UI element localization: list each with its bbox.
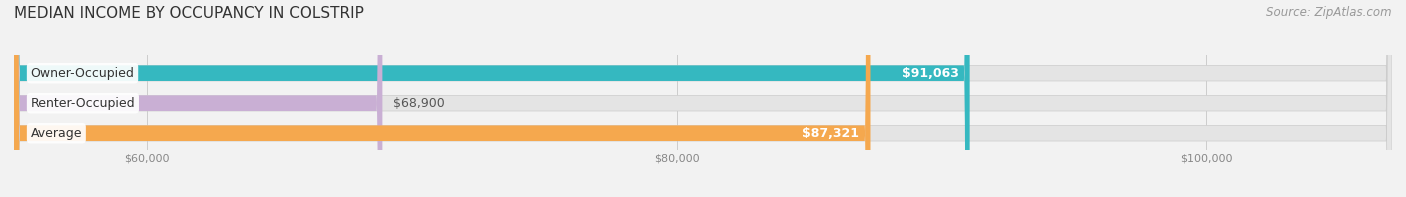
FancyBboxPatch shape: [14, 0, 1392, 197]
Text: Source: ZipAtlas.com: Source: ZipAtlas.com: [1267, 6, 1392, 19]
FancyBboxPatch shape: [14, 0, 870, 197]
Text: $87,321: $87,321: [803, 127, 859, 140]
FancyBboxPatch shape: [14, 0, 970, 197]
FancyBboxPatch shape: [14, 0, 1392, 197]
Text: Average: Average: [31, 127, 82, 140]
Text: Owner-Occupied: Owner-Occupied: [31, 67, 135, 80]
Text: MEDIAN INCOME BY OCCUPANCY IN COLSTRIP: MEDIAN INCOME BY OCCUPANCY IN COLSTRIP: [14, 6, 364, 21]
FancyBboxPatch shape: [14, 0, 382, 197]
Text: $91,063: $91,063: [901, 67, 959, 80]
Text: $68,900: $68,900: [394, 97, 446, 110]
Text: Renter-Occupied: Renter-Occupied: [31, 97, 135, 110]
FancyBboxPatch shape: [14, 0, 1392, 197]
